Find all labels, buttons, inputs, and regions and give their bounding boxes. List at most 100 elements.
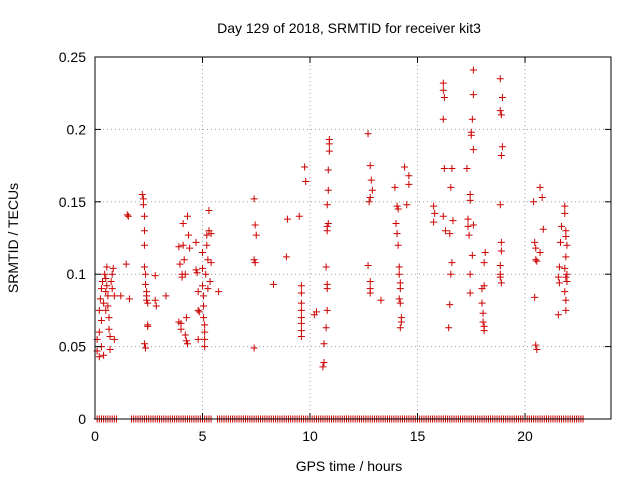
data-point — [467, 128, 475, 136]
data-point — [555, 279, 563, 287]
data-point — [176, 260, 184, 268]
data-point — [468, 115, 476, 123]
x-tick-label: 20 — [517, 428, 533, 444]
data-point — [140, 212, 148, 220]
data-point — [366, 277, 374, 285]
data-point — [562, 296, 570, 304]
data-point — [139, 201, 147, 209]
plot-frame — [94, 56, 612, 420]
data-point — [563, 277, 571, 285]
data-point — [439, 86, 447, 94]
data-point — [179, 241, 187, 249]
data-point — [377, 296, 385, 304]
data-point — [536, 248, 544, 256]
data-point — [117, 292, 125, 300]
data-point — [403, 201, 411, 209]
data-point — [202, 270, 210, 278]
data-point — [297, 319, 305, 327]
data-points — [93, 66, 587, 423]
x-tick-label: 0 — [91, 428, 99, 444]
y-tick-label: 0.05 — [59, 339, 86, 355]
data-point — [107, 277, 115, 285]
data-point — [108, 285, 116, 293]
data-point — [140, 340, 148, 348]
data-point — [200, 302, 208, 310]
data-point — [532, 341, 540, 349]
data-point — [395, 263, 403, 271]
data-point — [563, 241, 571, 249]
data-point — [496, 107, 504, 115]
y-tick-label: 0.2 — [67, 121, 87, 137]
data-point — [110, 292, 118, 300]
data-point — [498, 94, 506, 102]
data-point — [199, 282, 206, 290]
chart-title: Day 129 of 2018, SRMTID for receiver kit… — [217, 20, 481, 36]
data-point — [297, 332, 305, 340]
data-point — [95, 328, 103, 336]
y-axis-label: SRMTID / TECUs — [5, 183, 21, 293]
x-tick-label: 5 — [199, 428, 207, 444]
data-point — [497, 279, 505, 287]
data-point — [122, 260, 130, 268]
data-point — [480, 259, 488, 267]
data-point — [179, 220, 187, 228]
data-point — [102, 275, 110, 283]
data-point — [325, 147, 333, 155]
data-point — [152, 302, 160, 310]
data-point — [463, 164, 471, 172]
data-point — [108, 270, 116, 278]
data-point — [106, 332, 114, 340]
x-tick-labels: 0 5 10 15 20 — [91, 428, 533, 444]
data-point — [106, 345, 114, 353]
data-point — [101, 270, 109, 278]
data-point — [561, 209, 569, 217]
data-point — [295, 212, 303, 220]
data-point — [251, 259, 259, 267]
data-point — [366, 162, 374, 170]
data-point — [446, 301, 454, 309]
data-point — [123, 211, 131, 219]
data-point — [322, 263, 330, 271]
data-point — [531, 238, 539, 246]
data-point — [397, 318, 405, 326]
data-point — [194, 335, 202, 343]
data-point — [393, 230, 401, 238]
data-point — [192, 238, 200, 246]
data-point — [250, 256, 258, 264]
data-point — [531, 293, 539, 301]
data-point — [496, 273, 504, 281]
data-point — [102, 306, 110, 314]
data-point — [104, 292, 112, 300]
data-point — [469, 66, 477, 74]
x-axis-label: GPS time / hours — [296, 458, 403, 474]
data-point — [479, 318, 487, 326]
data-point — [405, 172, 413, 180]
data-point — [181, 331, 189, 339]
data-point — [440, 164, 448, 172]
data-point — [498, 143, 506, 151]
data-point — [325, 136, 333, 144]
data-point — [366, 193, 374, 201]
data-point — [103, 263, 111, 271]
data-point — [200, 314, 208, 322]
data-point — [530, 198, 538, 206]
data-point — [368, 186, 376, 194]
data-point — [561, 264, 569, 272]
data-point — [104, 302, 112, 310]
data-point — [481, 248, 489, 256]
data-point — [207, 259, 215, 267]
data-point — [324, 220, 332, 228]
data-point — [205, 206, 213, 214]
data-point — [297, 299, 305, 307]
data-point — [446, 230, 454, 238]
data-point — [199, 248, 206, 256]
data-point — [201, 321, 209, 329]
data-point — [194, 288, 202, 296]
data-point — [175, 243, 183, 251]
data-point — [100, 351, 108, 359]
data-point — [532, 244, 540, 252]
data-point — [109, 264, 117, 272]
x-tick-label: 15 — [410, 428, 426, 444]
data-point — [469, 146, 477, 154]
